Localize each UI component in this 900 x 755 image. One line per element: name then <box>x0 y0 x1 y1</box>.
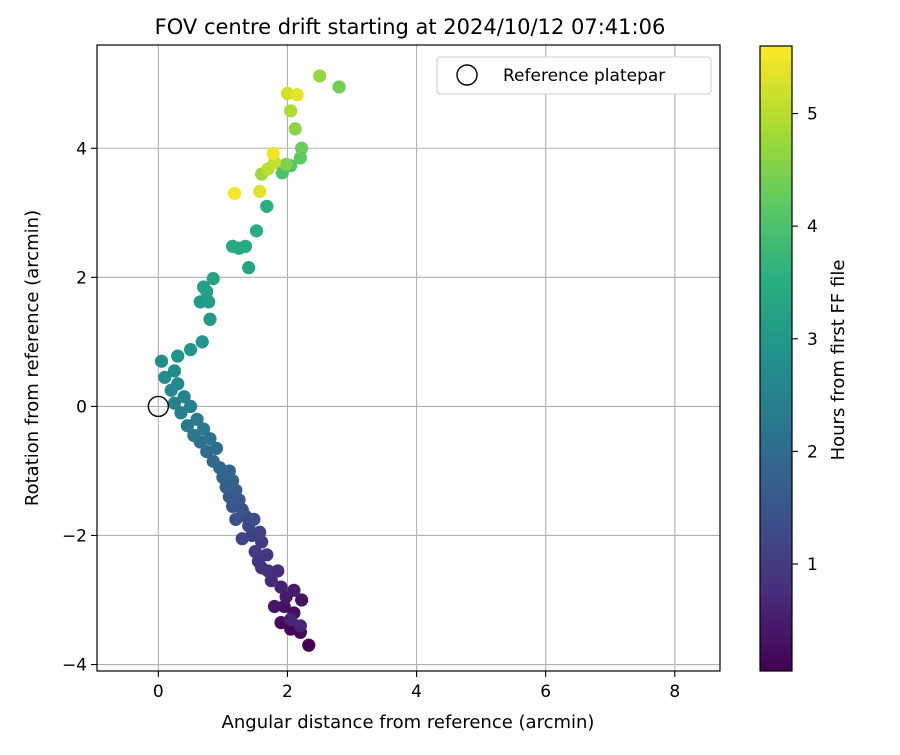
scatter-point <box>167 396 182 410</box>
scatter-point <box>187 428 201 443</box>
scatter-point <box>295 141 309 155</box>
colorbar-label: Hours from first FF file <box>828 260 849 461</box>
scatter-point <box>206 454 220 468</box>
scatter-point <box>167 364 182 378</box>
scatter-point <box>287 583 301 597</box>
scatter-point <box>313 69 327 83</box>
x-tick-label: 6 <box>540 682 551 702</box>
scatter-point <box>260 548 274 562</box>
x-axis-ticks: 0 2 4 6 8 <box>153 671 680 702</box>
scatter-point <box>202 295 216 309</box>
scatter-point <box>260 199 274 213</box>
x-tick-label: 8 <box>669 682 680 702</box>
scatter-point <box>280 86 295 101</box>
scatter-point <box>225 239 240 253</box>
scatter-point <box>235 532 249 546</box>
scatter-point <box>174 406 188 420</box>
chart-title: FOV centre drift starting at 2024/10/12 … <box>155 15 666 39</box>
scatter-point <box>288 122 302 136</box>
scatter-point <box>154 354 169 368</box>
scatter-point <box>279 157 293 171</box>
colorbar-gradient <box>760 46 792 671</box>
x-tick-label: 4 <box>411 682 422 702</box>
plot-frame <box>96 44 721 672</box>
scatter-point <box>247 512 261 526</box>
colorbar-ticks: 1 2 3 4 5 <box>792 105 818 575</box>
x-tick-label: 0 <box>153 682 164 702</box>
scatter-point <box>180 419 194 433</box>
legend: Reference platepar <box>436 56 712 95</box>
scatter-point <box>184 399 198 414</box>
scatter-point <box>229 512 243 526</box>
scatter-point <box>271 564 285 578</box>
scatter-point <box>274 580 288 594</box>
scatter-point <box>190 412 204 426</box>
legend-label: Reference platepar <box>503 66 665 86</box>
scatter-point <box>290 88 304 102</box>
scatter-point <box>249 224 264 238</box>
scatter-point <box>171 349 185 363</box>
scatter-point <box>171 377 185 391</box>
scatter-point <box>158 370 172 384</box>
scatter-point <box>293 151 307 165</box>
scatter-points <box>154 69 346 652</box>
scatter-point <box>203 432 217 446</box>
scatter-point <box>209 441 224 455</box>
scatter-point <box>284 612 298 626</box>
scatter-point <box>238 239 253 253</box>
scatter-point <box>206 272 220 286</box>
scatter-point <box>196 280 211 294</box>
colorbar-tick-label: 3 <box>807 330 818 350</box>
legend-box <box>436 56 712 95</box>
colorbar-tick-label: 2 <box>807 442 818 462</box>
x-tick-label: 2 <box>282 682 293 702</box>
colorbar-tick-label: 5 <box>807 105 818 125</box>
scatter-point <box>248 545 262 559</box>
scatter-point <box>266 146 280 161</box>
scatter-point <box>195 335 209 349</box>
scatter-point <box>293 619 307 633</box>
y-tick-label: 2 <box>76 268 87 288</box>
grid <box>97 45 720 671</box>
y-tick-label: 4 <box>76 139 87 159</box>
scatter-point <box>302 638 316 652</box>
plot-area <box>97 45 720 671</box>
y-axis-ticks: −4 −2 0 2 4 <box>62 139 97 676</box>
colorbar-tick-label: 1 <box>807 555 818 575</box>
scatter-point <box>295 593 309 607</box>
scatter-point <box>332 80 346 94</box>
scatter-point <box>184 343 198 357</box>
y-tick-label: −2 <box>62 526 87 546</box>
colorbar-tick-label: 4 <box>807 217 818 237</box>
scatter-point <box>267 599 282 614</box>
scatter-point <box>203 312 217 326</box>
x-axis-label: Angular distance from reference (arcmin) <box>222 712 595 733</box>
scatter-point <box>196 422 211 436</box>
colorbar-frame <box>759 45 793 672</box>
y-tick-label: −4 <box>62 656 87 676</box>
legend-reference-marker <box>456 64 478 86</box>
scatter-point <box>284 104 298 118</box>
scatter-point <box>242 261 256 275</box>
y-axis-label: Rotation from reference (arcmin) <box>22 210 43 506</box>
y-tick-label: 0 <box>76 397 87 417</box>
colorbar: 1 2 3 4 5 Hours from first FF file <box>759 45 849 672</box>
reference-platepar-marker <box>147 395 170 418</box>
scatter-point <box>177 390 191 404</box>
scatter-point <box>227 186 242 201</box>
scatter-point <box>253 525 267 539</box>
scatter-point <box>253 184 267 199</box>
